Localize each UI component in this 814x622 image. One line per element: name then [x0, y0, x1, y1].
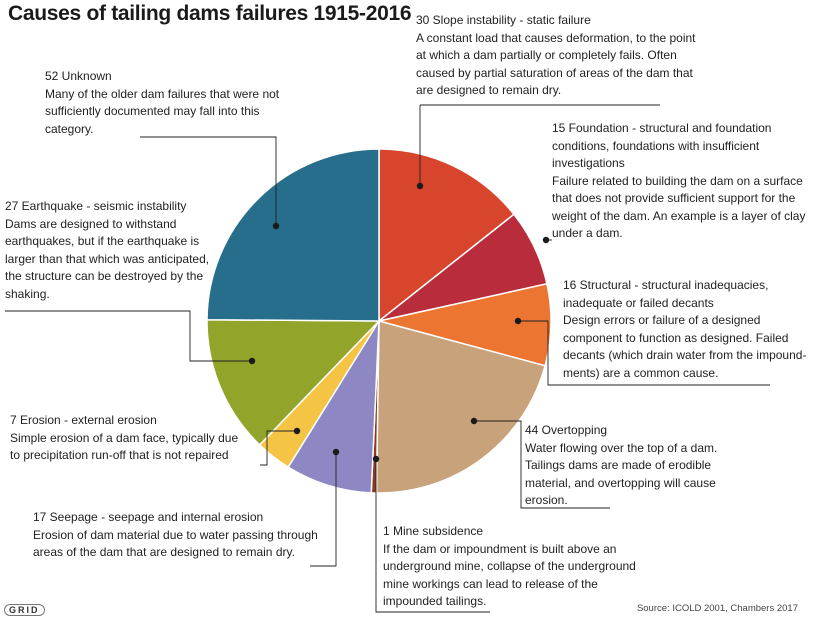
leader-line-9	[140, 136, 277, 226]
annotation-line: Many of the older dam failures that were…	[45, 86, 280, 101]
annotation-line: larger than that which was anticipated,	[5, 251, 210, 266]
annotation-line: at which a dam partially or completely f…	[416, 48, 677, 62]
annotation-line: sufficiently documented may fall into th…	[45, 104, 260, 118]
annotation-line: impounded tailings.	[383, 594, 487, 608]
annotation-9: 52 Unknown Many of the older dam failures…	[45, 68, 279, 138]
slice-marker-5	[372, 455, 380, 463]
annotation-5: 1 Mine subsidence If the dam or impoundme…	[383, 523, 636, 611]
annotation-heading: 17 Seepage - seepage and internal erosio…	[33, 510, 264, 524]
annotation-line: shaking.	[5, 286, 50, 301]
slice-marker-4	[470, 417, 478, 425]
annotation-line: Water flowing over the top of a dam.	[525, 440, 718, 455]
annotation-line: A constant load that causes deformation,…	[416, 30, 696, 45]
slice-marker-8	[248, 357, 256, 365]
annotation-7: 7 Erosion - external erosion Simple erosi…	[10, 412, 238, 465]
annotation-heading: 15 Foundation - structural and foundatio…	[552, 121, 772, 135]
slice-marker-7	[293, 427, 301, 435]
annotation-2: 15 Foundation - structural and foundatio…	[552, 120, 805, 243]
chart-title: Causes of tailing dams failures 1915-201…	[8, 2, 412, 25]
annotation-line: mine workings can lead to release of the	[383, 576, 598, 591]
annotation-line: conditions, foundations with insufficien…	[552, 138, 760, 153]
annotation-heading: 44 Overtopping	[525, 423, 608, 437]
pie-slice-6	[287, 318, 380, 494]
annotation-line: component to function as designed. Faile…	[563, 330, 789, 345]
annotation-8: 27 Earthquake - seismic instability Dams …	[5, 198, 209, 303]
slice-marker-6	[332, 448, 340, 456]
annotation-line: underground mine, collapse of the underg…	[383, 559, 636, 573]
annotation-6: 17 Seepage - seepage and internal erosio…	[33, 509, 318, 562]
annotation-line: the structure can be destroyed by the	[5, 269, 204, 283]
annotation-line: under a dam.	[552, 226, 623, 240]
leader-line-3	[518, 320, 770, 386]
annotation-line: are designed to remain dry.	[416, 83, 562, 97]
annotation-heading: 30 Slope instability - static failure	[416, 13, 591, 27]
annotation-heading: 52 Unknown	[45, 69, 112, 83]
annotation-line: Tailings dams are made of erodible	[525, 458, 712, 472]
annotation-3: 16 Structural - structural inadequacies,…	[563, 277, 806, 382]
annotation-line: earthquakes, but if the earthquake is	[5, 234, 200, 248]
annotation-line: weight of the dam. An example is a layer…	[552, 208, 806, 223]
annotation-line: decants (which drain water from the impo…	[563, 348, 807, 362]
slice-marker-3	[514, 317, 522, 325]
annotation-line: Erosion of dam material due to water pas…	[33, 527, 318, 542]
leader-line-6	[310, 452, 337, 567]
annotation-line: category.	[45, 121, 94, 136]
annotation-line: Failure related to building the dam on a…	[552, 173, 803, 188]
leader-line-4	[474, 420, 610, 509]
annotation-1: 30 Slope instability - static failure A c…	[416, 12, 696, 100]
annotation-heading: 1 Mine subsidence	[383, 524, 484, 538]
pie-slice-8	[206, 318, 381, 446]
pie-slice-9	[206, 148, 380, 322]
annotation-line: Dams are designed to withstand	[5, 216, 177, 231]
slice-marker-1	[416, 182, 424, 190]
annotation-line: Simple erosion of a dam face, typically …	[10, 430, 239, 445]
annotation-line: inadequate or failed decants	[563, 295, 714, 310]
annotation-4: 44 Overtopping Water flowing over the top…	[525, 422, 717, 510]
annotation-line: erosion.	[525, 493, 568, 507]
pie-slices	[206, 148, 552, 494]
grid-logo: GRID	[4, 604, 45, 616]
annotation-line: investigations	[552, 156, 625, 170]
annotation-line: caused by partial saturation of areas of…	[416, 65, 693, 80]
leader-line-8	[5, 310, 252, 362]
leader-lines	[5, 104, 770, 613]
slice-marker-9	[272, 222, 280, 230]
annotation-line: Design errors or failure of a designed	[563, 313, 761, 327]
annotation-line: If the dam or impoundment is built above…	[383, 541, 617, 556]
slice-marker-2	[542, 236, 550, 244]
leader-line-5	[375, 459, 490, 613]
annotation-heading: 7 Erosion - external erosion	[10, 413, 157, 427]
annotation-line: to precipitation run-off that is not rep…	[10, 448, 229, 462]
annotation-line: material, and overtopping will cause	[525, 475, 716, 490]
leader-line-7	[260, 430, 297, 466]
source-note: Source: ICOLD 2001, Chambers 2017	[636, 603, 798, 614]
annotation-line: that does not provide sufficient support…	[552, 191, 796, 205]
pie-slice-1	[378, 148, 515, 323]
annotation-heading: 16 Structural - structural inadequacies,	[563, 278, 769, 292]
annotation-line: ments) are a common cause.	[563, 365, 719, 380]
annotation-heading: 27 Earthquake - seismic instability	[5, 199, 187, 213]
pie-slice-4	[375, 320, 547, 494]
annotation-line: areas of the dam that are designed to re…	[33, 545, 295, 559]
